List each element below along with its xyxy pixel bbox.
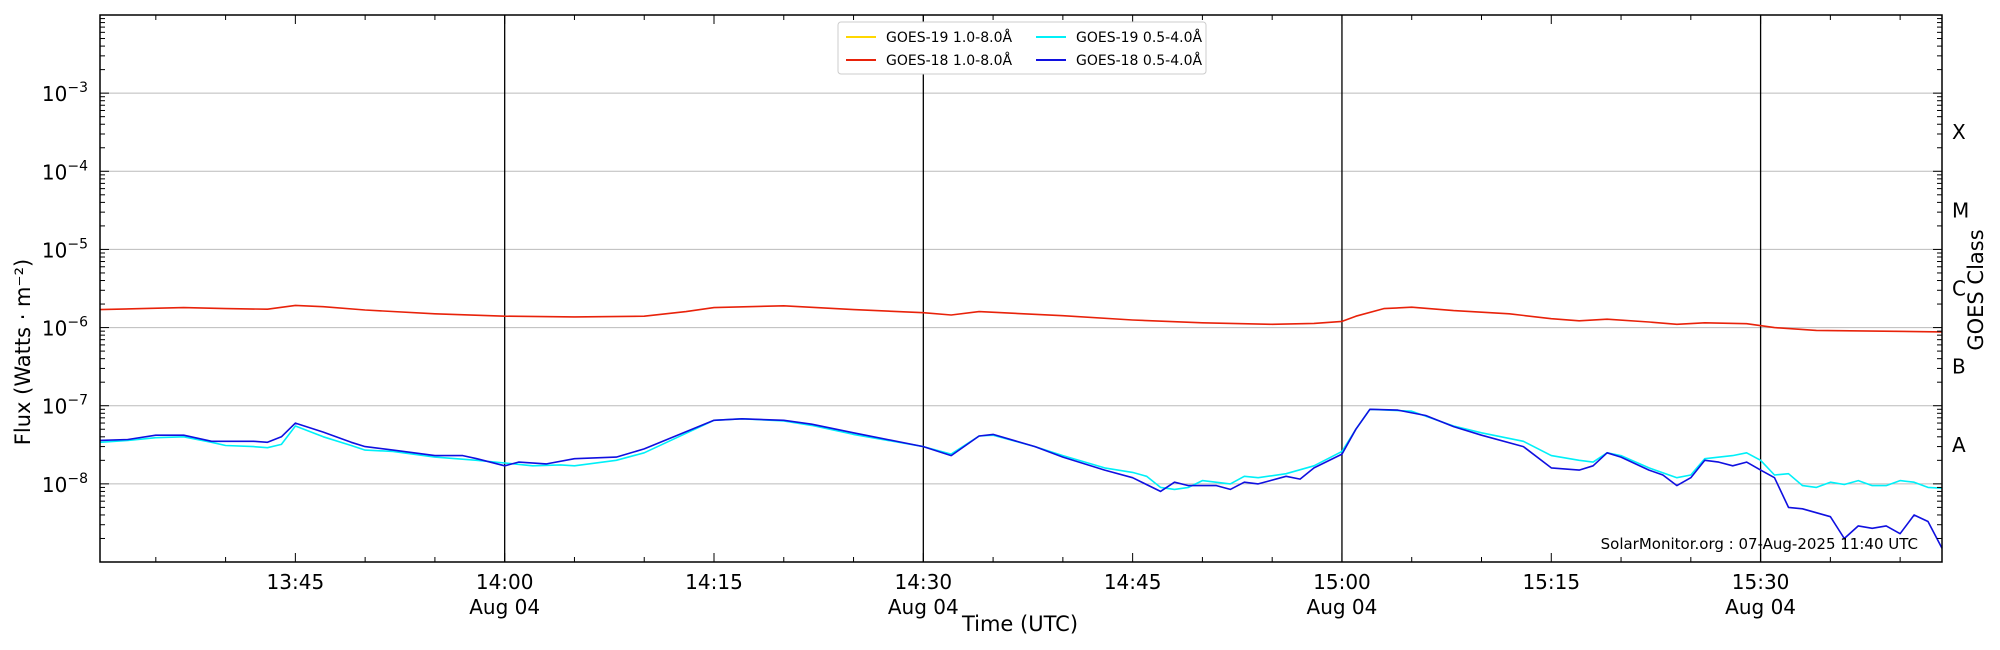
legend-entry: GOES-19 0.5-4.0Å: [1036, 29, 1202, 46]
y-tick-label: 10−7: [42, 393, 88, 419]
legend-entry: GOES-18 1.0-8.0Å: [846, 52, 1012, 69]
legend-entry: GOES-18 0.5-4.0Å: [1036, 52, 1202, 69]
y-tick-exponent: −7: [67, 393, 88, 409]
x-tick-label: 15:15: [1522, 570, 1580, 594]
legend-label: GOES-19 1.0-8.0Å: [886, 29, 1012, 46]
y-axis-title: Flux (Watts · m⁻²): [11, 259, 35, 445]
series-line-2: [99, 408, 1943, 491]
y-tick-base: 10: [42, 160, 67, 184]
goes-class-label: X: [1952, 120, 1966, 144]
grid-lines: [100, 92, 1942, 485]
x-tick-label: 14:30: [894, 570, 952, 594]
x-tick-label: 13:45: [267, 570, 325, 594]
series-line-1: [99, 304, 1943, 333]
y-tick-base: 10: [42, 317, 67, 341]
goes-class-label: C: [1952, 277, 1966, 301]
y-tick-label: 10−3: [42, 80, 88, 106]
vertical-markers: [504, 15, 1762, 562]
y-tick-exponent: −4: [67, 158, 88, 174]
credit-annotation: SolarMonitor.org : 07-Aug-2025 11:40 UTC: [1601, 535, 1918, 553]
plot-frame: [99, 14, 1943, 563]
y-tick-label: 10−4: [42, 158, 88, 184]
x-tick-label: 14:15: [685, 570, 743, 594]
y-tick-label: 10−5: [42, 236, 88, 262]
x-tick-label: 15:00: [1313, 570, 1371, 594]
legend-label: GOES-19 0.5-4.0Å: [1076, 29, 1202, 46]
y-tick-exponent: −3: [67, 80, 88, 96]
legend: GOES-19 1.0-8.0Å GOES-18 1.0-8.0Å GOES-19 …: [837, 21, 1207, 75]
x-tick-date: Aug 04: [1307, 595, 1378, 619]
y-tick-label: 10−8: [42, 471, 88, 497]
y-tick-exponent: −6: [67, 315, 88, 331]
y-tick-exponent: −8: [67, 471, 88, 487]
goes-class-label: A: [1952, 433, 1966, 457]
y-tick-exponent: −5: [67, 236, 88, 252]
series-lines: [99, 304, 1943, 549]
x-axis-title: Time (UTC): [961, 612, 1078, 636]
x-tick-date: Aug 04: [888, 595, 959, 619]
right-y-axis-title: GOES Class: [1964, 229, 1988, 350]
y-tick-base: 10: [42, 395, 67, 419]
legend-label: GOES-18 0.5-4.0Å: [1076, 52, 1202, 69]
y-tick-base: 10: [42, 238, 67, 262]
y-tick-base: 10: [42, 82, 67, 106]
x-tick-date: Aug 04: [1725, 595, 1796, 619]
legend-box: [837, 21, 1207, 75]
series-line-3: [99, 408, 1943, 549]
x-tick-label: 14:00: [476, 570, 534, 594]
goes-class-label: M: [1952, 198, 1969, 222]
x-tick-date: Aug 04: [469, 595, 540, 619]
y-tick-base: 10: [42, 473, 67, 497]
x-tick-label: 15:30: [1732, 570, 1790, 594]
axis-ticks: [100, 15, 1942, 563]
legend-entry: GOES-19 1.0-8.0Å: [846, 29, 1012, 46]
legend-label: GOES-18 1.0-8.0Å: [886, 52, 1012, 69]
goes-class-label: B: [1952, 355, 1966, 379]
x-tick-label: 14:45: [1104, 570, 1162, 594]
y-tick-label: 10−6: [42, 315, 88, 341]
